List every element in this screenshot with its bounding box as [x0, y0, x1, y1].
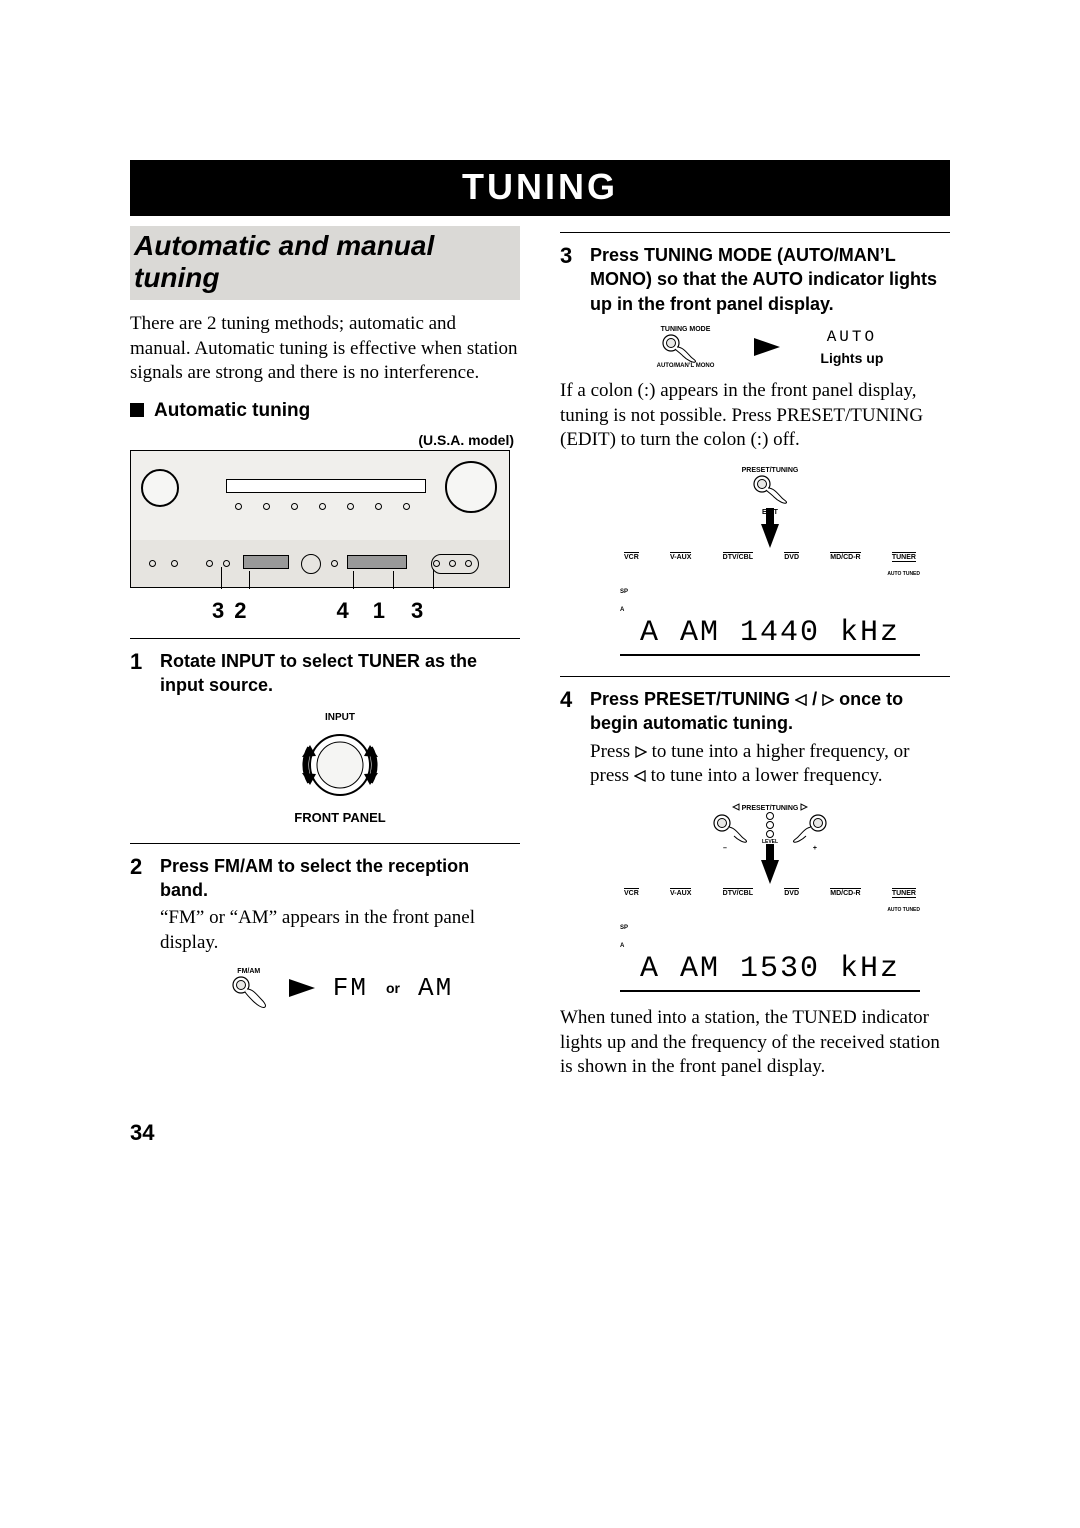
input-source-labels: VCR V-AUX DTV/CBL DVD MD/CD-R TUNER — [620, 552, 920, 562]
arrow-right-icon — [289, 979, 315, 997]
step-2: 2 Press FM/AM to select the reception ba… — [130, 854, 520, 1021]
receiver-diagram: 3 2 4 1 3 — [130, 450, 520, 624]
preset-tuning-button-icon — [748, 474, 792, 504]
display-1440: A AM 1440 kHz — [640, 616, 900, 650]
model-note: (U.S.A. model) — [130, 432, 514, 448]
press-button-icon — [227, 975, 271, 1009]
preset-down-icon — [708, 813, 752, 843]
page-banner: TUNING — [130, 160, 950, 216]
step-1: 1 Rotate INPUT to select TUNER as the in… — [130, 649, 520, 829]
right-column: 3 Press TUNING MODE (AUTO/MAN’L MONO) so… — [560, 226, 950, 1090]
input-source-labels-2: VCR V-AUX DTV/CBL DVD MD/CD-R TUNER — [620, 888, 920, 898]
auto-indicator: AUTO — [820, 328, 883, 346]
page-number: 34 — [130, 1120, 950, 1146]
preset-up-icon — [788, 813, 832, 843]
lcd-fm: FM — [333, 973, 368, 1003]
down-arrow-icon — [761, 524, 779, 548]
lcd-am: AM — [418, 973, 453, 1003]
callout-numbers: 3 2 4 1 3 — [130, 588, 520, 624]
automatic-tuning-heading: Automatic tuning — [130, 400, 520, 422]
tuning-mode-button-icon — [657, 333, 715, 363]
subtitle: Automatic and manual tuning — [130, 226, 520, 300]
intro-text: There are 2 tuning methods; automatic an… — [130, 312, 520, 386]
arrow-right-icon — [754, 338, 780, 356]
down-arrow-icon — [761, 860, 779, 884]
input-knob-icon — [285, 723, 395, 805]
step-3: 3 Press TUNING MODE (AUTO/MAN’L MONO) so… — [560, 243, 950, 662]
left-column: Automatic and manual tuning There are 2 … — [130, 226, 520, 1090]
display-1530: A AM 1530 kHz — [640, 952, 900, 986]
step-4: 4 Press PRESET/TUNING / once to begin au… — [560, 687, 950, 1080]
